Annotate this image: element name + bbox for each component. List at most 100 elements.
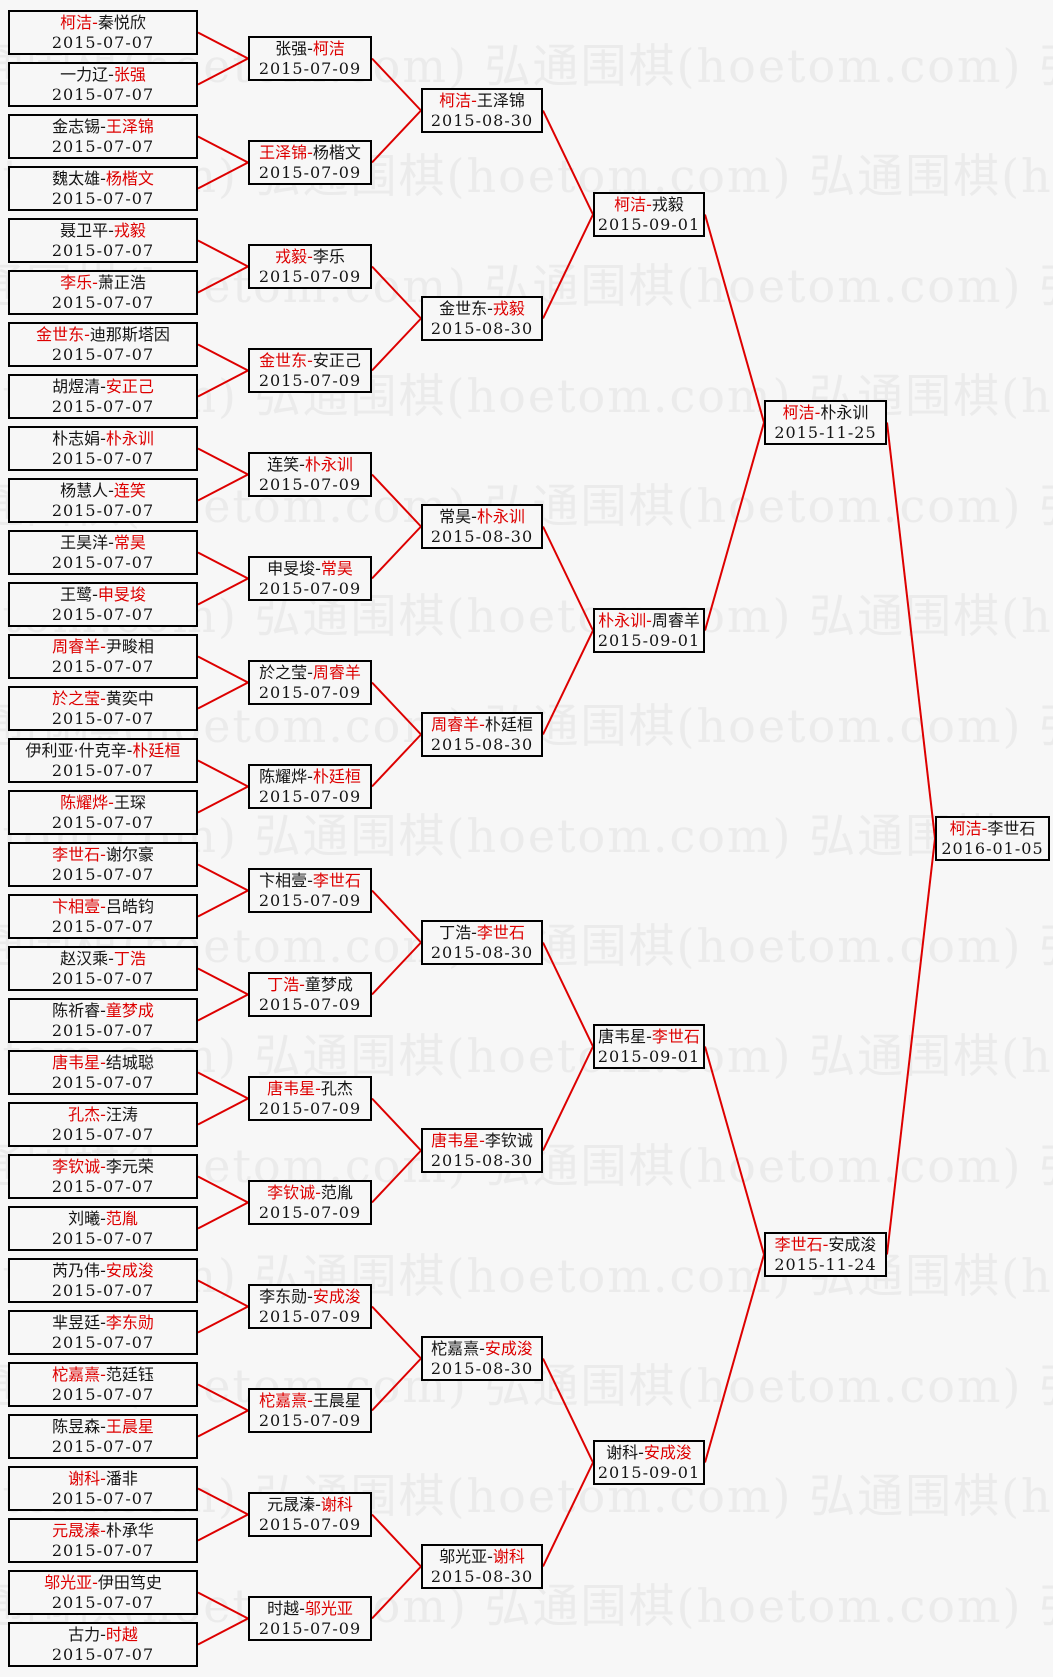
player-name: 邬光亚: [44, 1572, 93, 1592]
match-box-r1-24: 刘曦-范胤 2015-07-07: [8, 1206, 198, 1251]
match-date: 2015-07-07: [51, 708, 155, 728]
match-separator: -: [981, 818, 988, 838]
player-name: 孔杰: [320, 1078, 353, 1098]
match-date: 2015-07-07: [51, 1228, 155, 1248]
match-players: 常昊-朴永训: [439, 507, 525, 527]
connector-line: [197, 447, 249, 476]
player-name: 连笑: [267, 454, 300, 474]
player-name: 柯洁: [439, 90, 472, 110]
match-separator: -: [108, 792, 114, 812]
connector-line: [197, 57, 249, 86]
match-players: 朴永训-周睿羊: [598, 611, 700, 631]
match-players: 芮乃伟-安成浚: [52, 1261, 154, 1281]
player-name: 朴志娟: [52, 428, 101, 448]
match-date: 2015-07-07: [51, 864, 155, 884]
match-date: 2015-07-09: [258, 370, 362, 390]
match-date: 2015-09-01: [597, 214, 701, 234]
player-name: 尹畯相: [105, 636, 154, 656]
match-players: 时越-邬光亚: [267, 1599, 353, 1619]
player-name: 朴承华: [105, 1520, 154, 1540]
match-box-r3-3: 常昊-朴永训 2015-08-30: [421, 504, 543, 549]
connector-line: [371, 317, 422, 372]
match-box-r2-13: 李东勋-安成浚 2015-07-09: [248, 1284, 372, 1329]
player-name: 王泽锦: [476, 90, 525, 110]
match-date: 2015-08-30: [430, 734, 534, 754]
match-separator: -: [92, 272, 98, 292]
match-players: 李钦诚-李元荣: [52, 1157, 154, 1177]
match-box-r3-5: 丁浩-李世石 2015-08-30: [421, 920, 543, 965]
connector-line: [371, 1513, 422, 1568]
match-separator: -: [100, 1260, 106, 1280]
player-name: 迪那斯塔因: [89, 324, 170, 344]
player-name: 申旻埈: [97, 584, 146, 604]
connector-line: [197, 863, 249, 892]
player-name: 金世东: [36, 324, 85, 344]
match-date: 2015-07-07: [51, 1124, 155, 1144]
match-players: 刘曦-范胤: [68, 1209, 138, 1229]
match-box-r2-9: 卞相壹-李世石 2015-07-09: [248, 868, 372, 913]
match-separator: -: [100, 1000, 106, 1020]
player-name: 安成浚: [105, 1260, 154, 1280]
match-box-r2-1: 张强-柯洁 2015-07-09: [248, 36, 372, 81]
player-name: 谢科: [606, 1442, 639, 1462]
match-separator: -: [100, 1468, 106, 1488]
player-name: 李钦诚: [484, 1130, 533, 1150]
match-date: 2015-08-30: [430, 526, 534, 546]
match-separator: -: [100, 636, 106, 656]
player-name: 李世石: [52, 844, 101, 864]
match-players: 周睿羊-尹畯相: [52, 637, 154, 657]
match-separator: -: [307, 246, 313, 266]
match-box-r1-27: 柁嘉熹-范廷钰 2015-07-07: [8, 1362, 198, 1407]
match-box-r1-18: 卞相壹-吕皓钧 2015-07-07: [8, 894, 198, 939]
match-date: 2015-07-07: [51, 188, 155, 208]
match-date: 2015-07-07: [51, 32, 155, 52]
connector-line: [542, 526, 594, 631]
connector-line: [542, 1358, 594, 1463]
player-name: 王泽锦: [259, 142, 308, 162]
match-players: 芈昱廷-李东勋: [52, 1313, 154, 1333]
match-separator: -: [307, 1390, 313, 1410]
match-box-r3-8: 邬光亚-谢科 2015-08-30: [421, 1544, 543, 1589]
match-box-r1-26: 芈昱廷-李东勋 2015-07-07: [8, 1310, 198, 1355]
match-separator: -: [92, 1572, 98, 1592]
match-box-r1-7: 金世东-迪那斯塔因 2015-07-07: [8, 322, 198, 367]
match-box-r1-12: 王鹭-申旻埈 2015-07-07: [8, 582, 198, 627]
match-box-r1-19: 赵汉乘-丁浩 2015-07-07: [8, 946, 198, 991]
match-players: 胡煜清-安正己: [52, 377, 154, 397]
player-name: 陈祈睿: [52, 1000, 101, 1020]
match-players: 伊利亚·什克辛-朴廷桓: [26, 741, 181, 761]
match-box-r1-6: 李乐-萧正浩 2015-07-07: [8, 270, 198, 315]
connector-line: [371, 265, 422, 320]
match-date: 2015-09-01: [597, 630, 701, 650]
player-name: 周睿羊: [431, 714, 480, 734]
match-separator: -: [479, 714, 485, 734]
match-players: 古力-时越: [68, 1625, 138, 1645]
player-name: 张强: [275, 38, 308, 58]
player-name: 安正己: [312, 350, 361, 370]
match-separator: -: [307, 38, 313, 58]
match-separator: -: [307, 662, 313, 682]
player-name: 谢科: [68, 1468, 101, 1488]
connector-line: [197, 369, 249, 398]
match-separator: -: [100, 688, 106, 708]
match-players: 柁嘉熹-安成浚: [431, 1339, 533, 1359]
player-name: 周睿羊: [651, 610, 700, 630]
match-separator: -: [299, 1598, 305, 1618]
match-date: 2015-11-25: [774, 422, 877, 442]
player-name: 卞相壹: [52, 896, 101, 916]
match-separator: -: [100, 1156, 106, 1176]
player-name: 李东勋: [259, 1286, 308, 1306]
match-players: 一力辽-张强: [60, 65, 146, 85]
match-date: 2015-07-09: [258, 1618, 362, 1638]
player-name: 常昊: [439, 506, 472, 526]
connector-line: [371, 681, 422, 736]
player-name: 杨楷文: [312, 142, 361, 162]
match-box-r2-16: 时越-邬光亚 2015-07-09: [248, 1596, 372, 1641]
match-separator: -: [100, 1052, 106, 1072]
match-players: 唐韦星-李钦诚: [431, 1131, 533, 1151]
player-name: 柯洁: [949, 818, 982, 838]
player-name: 唐韦星: [598, 1026, 647, 1046]
player-name: 李世石: [312, 870, 361, 890]
match-date: 2015-07-09: [258, 1306, 362, 1326]
connector-line: [197, 31, 249, 60]
